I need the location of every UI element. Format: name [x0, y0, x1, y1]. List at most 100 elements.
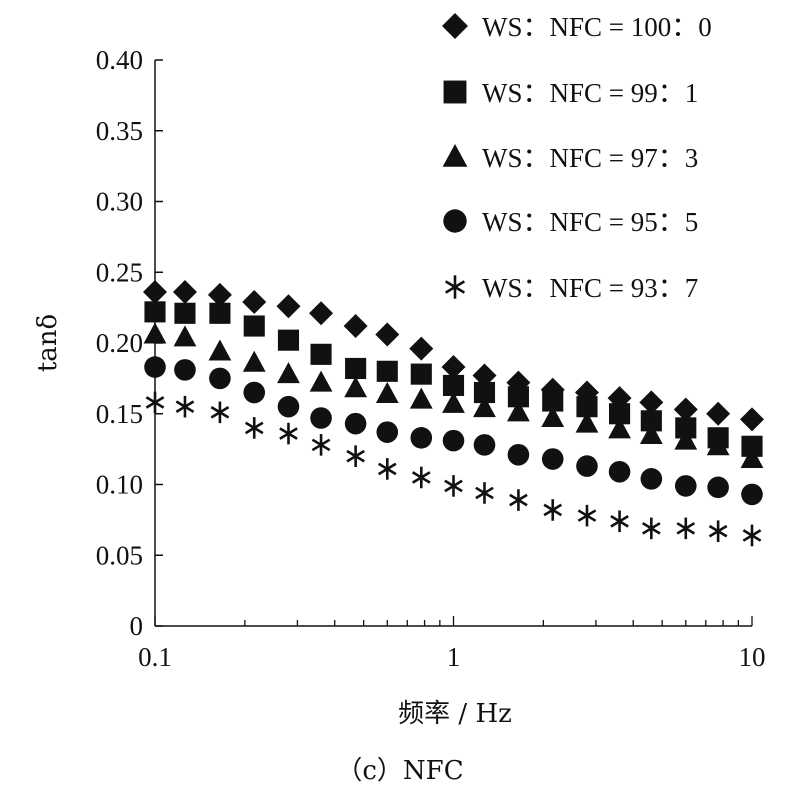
data-point: [706, 401, 731, 426]
data-point: [210, 401, 230, 424]
data-point: [276, 294, 301, 319]
data-point: [242, 289, 267, 314]
data-point: [642, 517, 661, 540]
data-point: [442, 391, 465, 413]
data-point: [311, 434, 331, 456]
data-point: [610, 510, 629, 533]
data-point: [343, 314, 368, 339]
legend-marker-triangle: [442, 144, 468, 167]
data-point: [473, 434, 496, 456]
legend-item: WS：NFC = 97：3: [442, 143, 698, 173]
x-tick-label: 0.1: [138, 642, 172, 672]
data-point: [674, 428, 698, 450]
data-point: [673, 397, 698, 422]
data-point: [411, 466, 431, 489]
data-point: [409, 336, 434, 361]
y-tick-label: 0.25: [96, 257, 143, 287]
data-point: [608, 417, 631, 439]
data-point: [172, 280, 197, 305]
data-point: [310, 407, 332, 429]
data-point: [209, 302, 231, 324]
series-4-markers: [144, 356, 763, 506]
y-tick-label: 0.35: [96, 116, 143, 146]
data-point: [576, 455, 598, 477]
data-point: [708, 520, 728, 542]
data-point: [576, 396, 598, 418]
data-point: [375, 322, 400, 347]
data-point: [309, 301, 334, 326]
data-point: [608, 460, 631, 483]
y-tick-label: 0.20: [96, 328, 143, 358]
data-point: [377, 458, 397, 480]
data-point: [143, 322, 167, 344]
data-point: [442, 429, 465, 452]
legend-item: WS：NFC = 95：5: [443, 207, 698, 237]
data-point: [575, 411, 599, 433]
data-point: [577, 504, 597, 527]
data-point: [277, 362, 300, 384]
y-tick-label: 0.15: [96, 399, 143, 429]
legend-label: WS：NFC = 97：3: [482, 143, 698, 173]
data-point: [507, 386, 529, 408]
data-point: [277, 395, 300, 418]
data-point: [207, 282, 232, 307]
y-tick-label: 0: [130, 611, 144, 641]
x-tick-label: 10: [739, 642, 766, 672]
data-point: [144, 301, 166, 323]
legend-label: WS：NFC = 93：7: [482, 273, 698, 303]
data-point: [173, 325, 197, 347]
data-point: [346, 445, 365, 467]
data-point: [741, 483, 763, 506]
legend-item: WS：NFC = 100：0: [442, 12, 712, 42]
data-point: [174, 302, 196, 324]
data-point: [344, 412, 367, 435]
data-point: [410, 363, 432, 385]
data-point: [242, 350, 266, 372]
data-point: [706, 434, 730, 456]
legend-marker-square: [443, 80, 467, 104]
data-point: [309, 370, 333, 392]
legend-marker-asterisk: [444, 275, 466, 299]
data-point: [740, 407, 764, 432]
data-markers: [143, 280, 764, 547]
legend-item: WS：NFC = 93：7: [444, 273, 698, 303]
data-point: [310, 343, 332, 365]
data-point: [410, 427, 433, 449]
data-point: [675, 417, 697, 439]
data-point: [209, 367, 231, 390]
series-5-markers: [145, 391, 762, 547]
x-axis-ticks: 0.1 1 10: [138, 616, 766, 672]
data-point: [475, 482, 494, 504]
data-point: [145, 391, 165, 414]
data-point: [676, 517, 696, 540]
data-point: [409, 387, 433, 409]
data-point: [174, 359, 196, 381]
data-point: [639, 422, 663, 444]
data-point: [442, 374, 465, 397]
data-point: [143, 280, 167, 305]
data-point: [277, 329, 300, 351]
figure-caption: （c）NFC: [336, 756, 463, 786]
y-tick-label: 0.10: [96, 470, 143, 500]
y-axis-title: tanδ: [33, 314, 63, 372]
data-point: [639, 390, 664, 415]
data-point: [608, 403, 631, 425]
data-point: [243, 315, 265, 337]
y-axis-ticks: 0 0.05 0.10 0.15 0.20 0.25 0.30 0.35 0.40: [96, 45, 163, 641]
data-point: [742, 524, 762, 547]
data-point: [376, 421, 399, 443]
data-point: [144, 356, 166, 378]
data-point: [509, 489, 528, 511]
legend: WS：NFC = 100：0 WS：NFC = 99：1 WS：NFC = 97：3…: [442, 12, 712, 303]
data-point: [640, 468, 663, 490]
series-2-markers: [144, 301, 763, 457]
data-point: [279, 422, 298, 445]
legend-label: WS：NFC = 99：1: [482, 78, 698, 108]
legend-marker-circle: [443, 209, 467, 233]
data-point: [541, 405, 565, 427]
data-point: [376, 360, 398, 382]
x-axis-title: 频率 / Hz: [398, 699, 512, 729]
data-point: [741, 435, 763, 457]
data-point: [543, 499, 563, 521]
data-point: [707, 476, 729, 499]
